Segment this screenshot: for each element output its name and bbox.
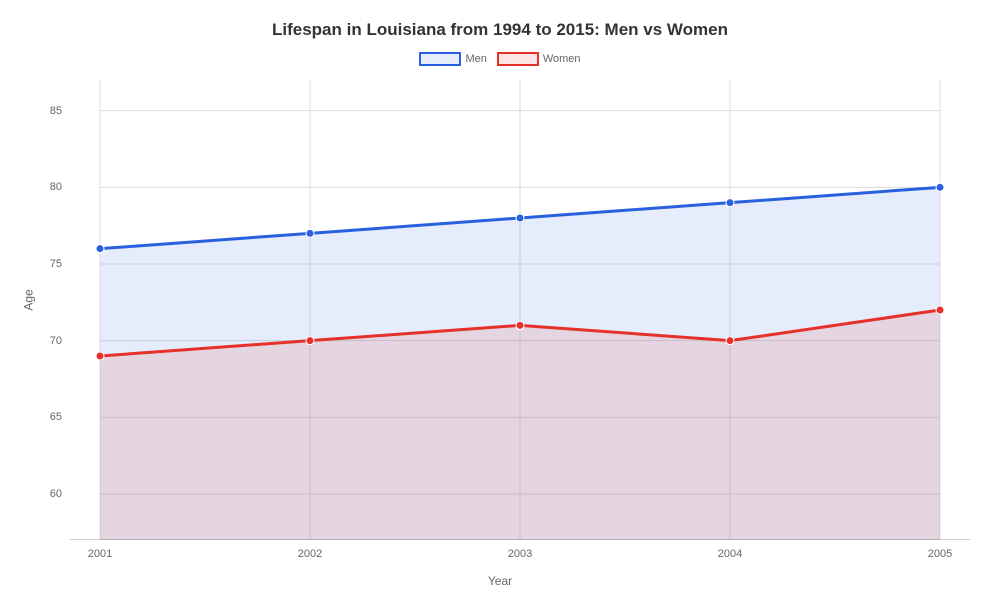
y-axis-label: Age xyxy=(22,289,36,310)
legend-item-men: Men xyxy=(419,52,486,66)
legend-item-women: Women xyxy=(497,52,581,66)
y-tick-label: 70 xyxy=(50,335,62,347)
plot-area: 60657075808520012002200320042005 xyxy=(70,80,970,540)
x-tick-label: 2004 xyxy=(718,548,742,560)
y-tick-label: 65 xyxy=(50,411,62,423)
x-tick-label: 2002 xyxy=(298,548,322,560)
y-tick-label: 75 xyxy=(50,258,62,270)
y-tick-label: 80 xyxy=(50,181,62,193)
x-tick-label: 2005 xyxy=(928,548,952,560)
y-tick-label: 60 xyxy=(50,488,62,500)
x-tick-label: 2003 xyxy=(508,548,532,560)
chart-title: Lifespan in Louisiana from 1994 to 2015:… xyxy=(0,20,1000,40)
chart-container: Lifespan in Louisiana from 1994 to 2015:… xyxy=(0,0,1000,600)
legend-swatch-men xyxy=(419,52,461,66)
legend-label-men: Men xyxy=(465,53,486,65)
x-axis-label: Year xyxy=(0,574,1000,588)
y-tick-label: 85 xyxy=(50,105,62,117)
legend-label-women: Women xyxy=(543,53,581,65)
legend-swatch-women xyxy=(497,52,539,66)
legend: Men Women xyxy=(0,52,1000,66)
x-tick-label: 2001 xyxy=(88,548,112,560)
